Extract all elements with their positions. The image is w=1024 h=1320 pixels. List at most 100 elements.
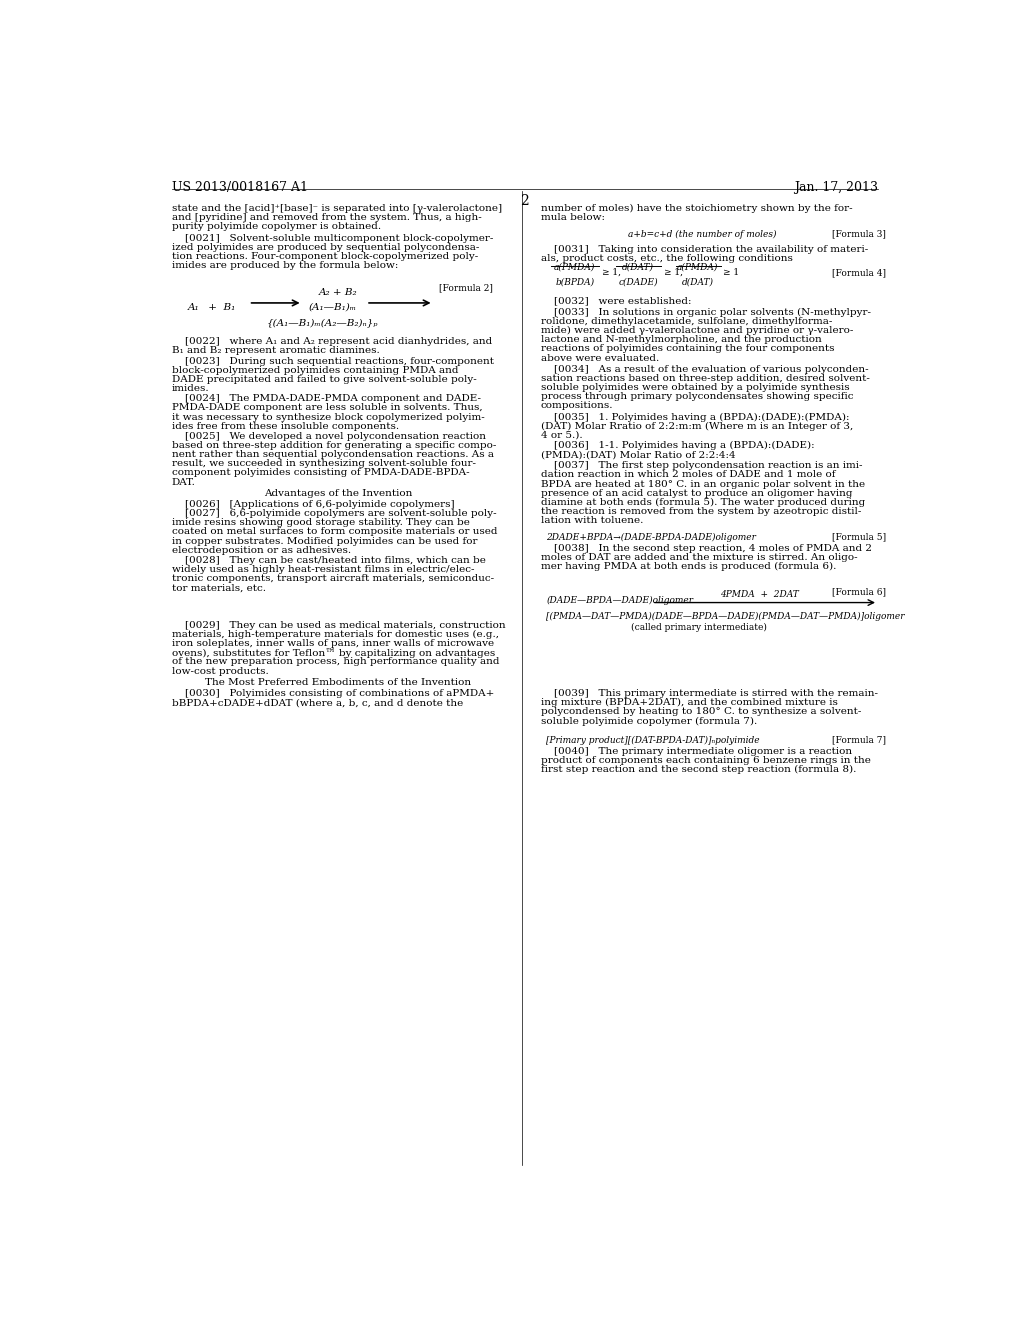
Text: materials, high-temperature materials for domestic uses (e.g.,: materials, high-temperature materials fo…	[172, 630, 499, 639]
Text: presence of an acid catalyst to produce an oligomer having: presence of an acid catalyst to produce …	[541, 488, 852, 498]
Text: [Formula 2]: [Formula 2]	[439, 284, 494, 293]
Text: BPDA are heated at 180° C. in an organic polar solvent in the: BPDA are heated at 180° C. in an organic…	[541, 479, 865, 488]
Text: Jan. 17, 2013: Jan. 17, 2013	[794, 181, 878, 194]
Text: B₁ and B₂ represent aromatic diamines.: B₁ and B₂ represent aromatic diamines.	[172, 346, 380, 355]
Text: (PMDA):(DAT) Molar Ratio of 2:2:4:4: (PMDA):(DAT) Molar Ratio of 2:2:4:4	[541, 450, 735, 459]
Text: [0025]   We developed a novel polycondensation reaction: [0025] We developed a novel polycondensa…	[172, 432, 485, 441]
Text: tion reactions. Four-component block-copolymerized poly-: tion reactions. Four-component block-cop…	[172, 252, 478, 261]
Text: (A₁—B₁)ₘ: (A₁—B₁)ₘ	[309, 302, 357, 312]
Text: mula below:: mula below:	[541, 214, 604, 222]
Text: A₂ + B₂: A₂ + B₂	[319, 289, 357, 297]
Text: [0027]   6,6-polyimide copolymers are solvent-soluble poly-: [0027] 6,6-polyimide copolymers are solv…	[172, 510, 497, 517]
Text: imide resins showing good storage stability. They can be: imide resins showing good storage stabil…	[172, 519, 470, 527]
Text: first step reaction and the second step reaction (formula 8).: first step reaction and the second step …	[541, 766, 856, 775]
Text: based on three-step addition for generating a specific compo-: based on three-step addition for generat…	[172, 441, 496, 450]
Text: [0023]   During such sequential reactions, four-component: [0023] During such sequential reactions,…	[172, 356, 494, 366]
Text: 2DADE+BPDA→(DADE-BPDA-DADE)oligomer: 2DADE+BPDA→(DADE-BPDA-DADE)oligomer	[546, 532, 756, 541]
Text: US 2013/0018167 A1: US 2013/0018167 A1	[172, 181, 307, 194]
Text: soluble polyimide copolymer (formula 7).: soluble polyimide copolymer (formula 7).	[541, 717, 757, 726]
Text: [0021]   Solvent-soluble multicomponent block-copolymer-: [0021] Solvent-soluble multicomponent bl…	[172, 234, 493, 243]
Text: [0037]   The first step polycondensation reaction is an imi-: [0037] The first step polycondensation r…	[541, 461, 862, 470]
Text: purity polyimide copolymer is obtained.: purity polyimide copolymer is obtained.	[172, 223, 381, 231]
Text: [0029]   They can be used as medical materials, construction: [0029] They can be used as medical mater…	[172, 620, 505, 630]
Text: it was necessary to synthesize block copolymerized polyim-: it was necessary to synthesize block cop…	[172, 412, 484, 421]
Text: block-copolymerized polyimides containing PMDA and: block-copolymerized polyimides containin…	[172, 366, 458, 375]
Text: [0034]   As a result of the evaluation of various polyconden-: [0034] As a result of the evaluation of …	[541, 364, 868, 374]
Text: DAT.: DAT.	[172, 478, 196, 487]
Text: polycondensed by heating to 180° C. to synthesize a solvent-: polycondensed by heating to 180° C. to s…	[541, 708, 861, 717]
Text: [0030]   Polyimides consisting of combinations of aPMDA+: [0030] Polyimides consisting of combinat…	[172, 689, 494, 698]
Text: imides are produced by the formula below:: imides are produced by the formula below…	[172, 261, 398, 271]
Text: [0038]   In the second step reaction, 4 moles of PMDA and 2: [0038] In the second step reaction, 4 mo…	[541, 544, 871, 553]
Text: moles of DAT are added and the mixture is stirred. An oligo-: moles of DAT are added and the mixture i…	[541, 553, 857, 562]
Text: imides.: imides.	[172, 384, 209, 393]
Text: state and the [acid]⁺[base]⁻ is separated into [γ-valerolactone]: state and the [acid]⁺[base]⁻ is separate…	[172, 205, 502, 213]
Text: [Formula 3]: [Formula 3]	[833, 230, 886, 239]
Text: compositions.: compositions.	[541, 401, 613, 411]
Text: (called primary intermediate): (called primary intermediate)	[632, 623, 767, 632]
Text: soluble polyimides were obtained by a polyimide synthesis: soluble polyimides were obtained by a po…	[541, 383, 849, 392]
Text: product of components each containing 6 benzene rings in the: product of components each containing 6 …	[541, 756, 870, 766]
Text: process through primary polycondensates showing specific: process through primary polycondensates …	[541, 392, 853, 401]
Text: DADE precipitated and failed to give solvent-soluble poly-: DADE precipitated and failed to give sol…	[172, 375, 476, 384]
Text: [Primary product][(DAT-BPDA-DAT)]ₙpolyimide: [Primary product][(DAT-BPDA-DAT)]ₙpolyim…	[546, 735, 760, 744]
Text: lactone and N-methylmorpholine, and the production: lactone and N-methylmorpholine, and the …	[541, 335, 821, 345]
Text: coated on metal surfaces to form composite materials or used: coated on metal surfaces to form composi…	[172, 528, 497, 536]
Text: A₁: A₁	[187, 302, 199, 312]
Text: [0033]   In solutions in organic polar solvents (N-methylpyr-: [0033] In solutions in organic polar sol…	[541, 308, 870, 317]
Text: rolidone, dimethylacetamide, sulfolane, dimethylforma-: rolidone, dimethylacetamide, sulfolane, …	[541, 317, 833, 326]
Text: [0028]   They can be cast/heated into films, which can be: [0028] They can be cast/heated into film…	[172, 556, 485, 565]
Text: ≥ 1,: ≥ 1,	[664, 268, 683, 277]
Text: ≥ 1: ≥ 1	[723, 268, 739, 277]
Text: iron soleplates, inner walls of pans, inner walls of microwave: iron soleplates, inner walls of pans, in…	[172, 639, 494, 648]
Text: 4 or 5.).: 4 or 5.).	[541, 430, 583, 440]
Text: [0024]   The PMDA-DADE-PMDA component and DADE-: [0024] The PMDA-DADE-PMDA component and …	[172, 395, 480, 403]
Text: d(DAT): d(DAT)	[682, 277, 714, 286]
Text: nent rather than sequential polycondensation reactions. As a: nent rather than sequential polycondensa…	[172, 450, 494, 459]
Text: number of moles) have the stoichiometry shown by the for-: number of moles) have the stoichiometry …	[541, 205, 852, 214]
Text: dation reaction in which 2 moles of DADE and 1 mole of: dation reaction in which 2 moles of DADE…	[541, 470, 836, 479]
Text: [Formula 5]: [Formula 5]	[831, 532, 886, 541]
Text: above were evaluated.: above were evaluated.	[541, 354, 658, 363]
Text: [0040]   The primary intermediate oligomer is a reaction: [0040] The primary intermediate oligomer…	[541, 747, 852, 756]
Text: [Formula 6]: [Formula 6]	[831, 587, 886, 597]
Text: and [pyridine] and removed from the system. Thus, a high-: and [pyridine] and removed from the syst…	[172, 214, 481, 222]
Text: (DAT) Molar Rratio of 2:2:m:m (Where m is an Integer of 3,: (DAT) Molar Rratio of 2:2:m:m (Where m i…	[541, 421, 853, 430]
Text: sation reactions based on three-step addition, desired solvent-: sation reactions based on three-step add…	[541, 374, 869, 383]
Text: +  B₁: + B₁	[205, 302, 236, 312]
Text: PMDA-DADE component are less soluble in solvents. Thus,: PMDA-DADE component are less soluble in …	[172, 404, 482, 412]
Text: (DADE—BPDA—DADE)oligomer: (DADE—BPDA—DADE)oligomer	[546, 595, 693, 605]
Text: tronic components, transport aircraft materials, semiconduc-: tronic components, transport aircraft ma…	[172, 574, 494, 583]
Text: a(PMDA): a(PMDA)	[554, 263, 596, 271]
Text: electrodeposition or as adhesives.: electrodeposition or as adhesives.	[172, 545, 351, 554]
Text: als, product costs, etc., the following conditions: als, product costs, etc., the following …	[541, 253, 793, 263]
Text: mide) were added γ-valerolactone and pyridine or γ-valero-: mide) were added γ-valerolactone and pyr…	[541, 326, 853, 335]
Text: result, we succeeded in synthesizing solvent-soluble four-: result, we succeeded in synthesizing sol…	[172, 459, 475, 469]
Text: [0032]   were established:: [0032] were established:	[541, 297, 691, 306]
Text: ovens), substitutes for Teflon™ by capitalizing on advantages: ovens), substitutes for Teflon™ by capit…	[172, 648, 495, 657]
Text: [0031]   Taking into consideration the availability of materi-: [0031] Taking into consideration the ava…	[541, 244, 868, 253]
Text: [0022]   where A₁ and A₂ represent acid dianhydrides, and: [0022] where A₁ and A₂ represent acid di…	[172, 338, 492, 346]
Text: in copper substrates. Modified polyimides can be used for: in copper substrates. Modified polyimide…	[172, 536, 477, 545]
Text: bBPDA+cDADE+dDAT (where a, b, c, and d denote the: bBPDA+cDADE+dDAT (where a, b, c, and d d…	[172, 698, 463, 708]
Text: {(A₁—B₁)ₘ(A₂—B₂)ₙ}ₚ: {(A₁—B₁)ₘ(A₂—B₂)ₙ}ₚ	[267, 318, 379, 327]
Text: [0035]   1. Polyimides having a (BPDA):(DADE):(PMDA):: [0035] 1. Polyimides having a (BPDA):(DA…	[541, 412, 849, 421]
Text: [Formula 7]: [Formula 7]	[831, 735, 886, 744]
Text: reactions of polyimides containing the four components: reactions of polyimides containing the f…	[541, 345, 835, 354]
Text: component polyimides consisting of PMDA-DADE-BPDA-: component polyimides consisting of PMDA-…	[172, 469, 469, 478]
Text: ing mixture (BPDA+2DAT), and the combined mixture is: ing mixture (BPDA+2DAT), and the combine…	[541, 698, 838, 708]
Text: d(DAT): d(DAT)	[623, 263, 654, 271]
Text: The Most Preferred Embodiments of the Invention: The Most Preferred Embodiments of the In…	[205, 677, 471, 686]
Text: b(BPDA): b(BPDA)	[555, 277, 594, 286]
Text: [Formula 4]: [Formula 4]	[831, 268, 886, 277]
Text: [0026]   [Applications of 6,6-polyimide copolymers]: [0026] [Applications of 6,6-polyimide co…	[172, 500, 455, 510]
Text: 2: 2	[520, 194, 529, 209]
Text: c(DADE): c(DADE)	[618, 277, 658, 286]
Text: widely used as highly heat-resistant films in electric/elec-: widely used as highly heat-resistant fil…	[172, 565, 474, 574]
Text: the reaction is removed from the system by azeotropic distil-: the reaction is removed from the system …	[541, 507, 861, 516]
Text: a(PMDA): a(PMDA)	[677, 263, 719, 271]
Text: [0039]   This primary intermediate is stirred with the remain-: [0039] This primary intermediate is stir…	[541, 689, 878, 698]
Text: ides free from these insoluble components.: ides free from these insoluble component…	[172, 421, 398, 430]
Text: ≥ 1,: ≥ 1,	[602, 268, 621, 277]
Text: Advantages of the Invention: Advantages of the Invention	[264, 488, 413, 498]
